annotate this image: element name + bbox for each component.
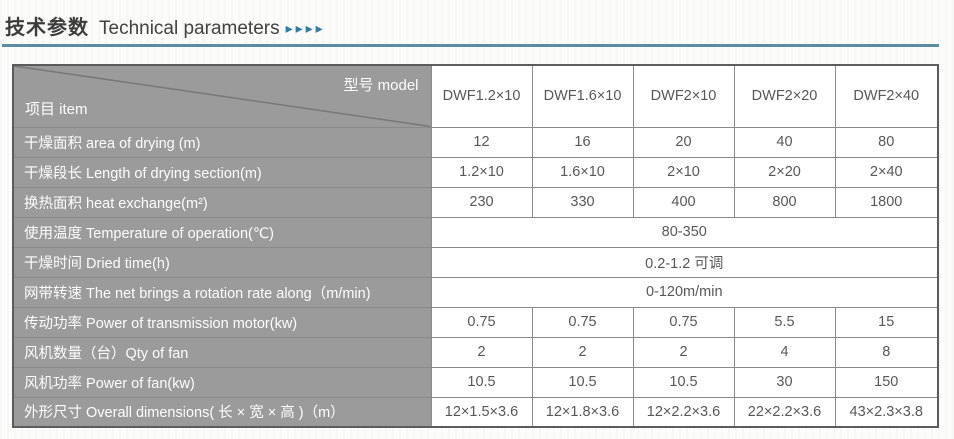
value-cell: 2×10 [632,156,735,188]
table-row: 网带转速 The net brings a rotation rate alon… [12,276,939,308]
section-title-zh: 技术参数 [5,17,89,39]
table-row: 干燥面积 area of drying (m) 12 16 20 40 80 [12,126,939,158]
value-cell: 2 [430,336,533,368]
table-body: 干燥面积 area of drying (m) 12 16 20 40 80 干燥段长 Le… [12,126,939,428]
value-cell: 1.6×10 [531,156,634,188]
value-cell: 2×40 [834,156,939,188]
diagonal-divider-line [14,66,431,127]
value-cell: 1.2×10 [430,156,533,188]
value-cell: 15 [834,306,939,338]
table-row: 使用温度 Temperature of operation(℃) 80-350 [12,216,939,248]
row-label-cell: 传动功率 Power of transmission motor(kw) [12,306,432,338]
table-row: 外形尺寸 Overall dimensions( 长 × 宽 × 高 )（m） 1… [12,396,939,428]
row-label-cell: 干燥面积 area of drying (m) [12,126,432,158]
value-cell: 40 [733,126,836,158]
corner-model-label: 型号 model [343,77,419,94]
value-cell: 30 [733,366,836,398]
row-span-value-cell: 0-120m/min [430,276,939,308]
table-row: 干燥时间 Dried time(h) 0.2-1.2 可调 [12,246,939,278]
row-label-cell: 外形尺寸 Overall dimensions( 长 × 宽 × 高 )（m） [12,396,432,428]
value-cell: 5.5 [733,306,836,338]
value-cell: 1800 [834,186,939,218]
row-label-cell: 风机数量（台）Qty of fan [12,336,432,368]
column-header: DWF2×40 [834,64,939,128]
technical-parameters-table: 型号 model 项目 item DWF1.2×10 DWF1.6×10 DWF… [12,64,939,428]
title-underline [2,44,939,47]
value-cell: 8 [834,336,939,368]
title-arrows-icon: ▸▸▸▸ [285,20,326,36]
row-label-cell: 网带转速 The net brings a rotation rate alon… [12,276,432,308]
column-header: DWF2×20 [733,64,836,128]
value-cell: 43×2.3×3.8 [834,396,939,428]
value-cell: 80 [834,126,939,158]
table-row: 传动功率 Power of transmission motor(kw) 0.75… [12,306,939,338]
section-title-en: Technical parameters [99,18,280,39]
row-label-cell: 干燥段长 Length of drying section(m) [12,156,432,188]
value-cell: 230 [430,186,533,218]
value-cell: 4 [733,336,836,368]
column-header: DWF1.2×10 [430,64,533,128]
value-cell: 12×2.2×3.6 [632,396,735,428]
value-cell: 22×2.2×3.6 [733,396,836,428]
row-label-cell: 风机功率 Power of fan(kw) [12,366,432,398]
value-cell: 0.75 [430,306,533,338]
value-cell: 2×20 [733,156,836,188]
value-cell: 12×1.8×3.6 [531,396,634,428]
value-cell: 10.5 [531,366,634,398]
row-span-value-cell: 0.2-1.2 可调 [430,246,939,278]
value-cell: 10.5 [632,366,735,398]
table-row: 干燥段长 Length of drying section(m) 1.2×10 1.… [12,156,939,188]
value-cell: 2 [531,336,634,368]
column-header: DWF1.6×10 [531,64,634,128]
value-cell: 2 [632,336,735,368]
value-cell: 10.5 [430,366,533,398]
value-cell: 150 [834,366,939,398]
value-cell: 0.75 [632,306,735,338]
row-label-cell: 换热面积 heat exchange(m²) [12,186,432,218]
row-span-value-cell: 80-350 [430,216,939,248]
table-row: 风机数量（台）Qty of fan 2 2 2 4 8 [12,336,939,368]
corner-item-label: 项目 item [25,100,88,118]
section-title: 技术参数 Technical parameters ▸▸▸▸ [0,0,954,40]
value-cell: 330 [531,186,634,218]
value-cell: 400 [632,186,735,218]
value-cell: 800 [733,186,836,218]
column-header: DWF2×10 [632,64,735,128]
table-row: 换热面积 heat exchange(m²) 230 330 400 800 1800 [12,186,939,218]
value-cell: 0.75 [531,306,634,338]
value-cell: 20 [632,126,735,158]
value-cell: 16 [531,126,634,158]
diagonal-corner-cell: 型号 model 项目 item [12,64,432,128]
row-label-cell: 使用温度 Temperature of operation(℃) [12,216,432,248]
value-cell: 12×1.5×3.6 [430,396,533,428]
value-cell: 12 [430,126,533,158]
table-row: 风机功率 Power of fan(kw) 10.5 10.5 10.5 30 150 [12,366,939,398]
table-header-row: 型号 model 项目 item DWF1.2×10 DWF1.6×10 DWF… [12,64,939,128]
row-label-cell: 干燥时间 Dried time(h) [12,246,432,278]
